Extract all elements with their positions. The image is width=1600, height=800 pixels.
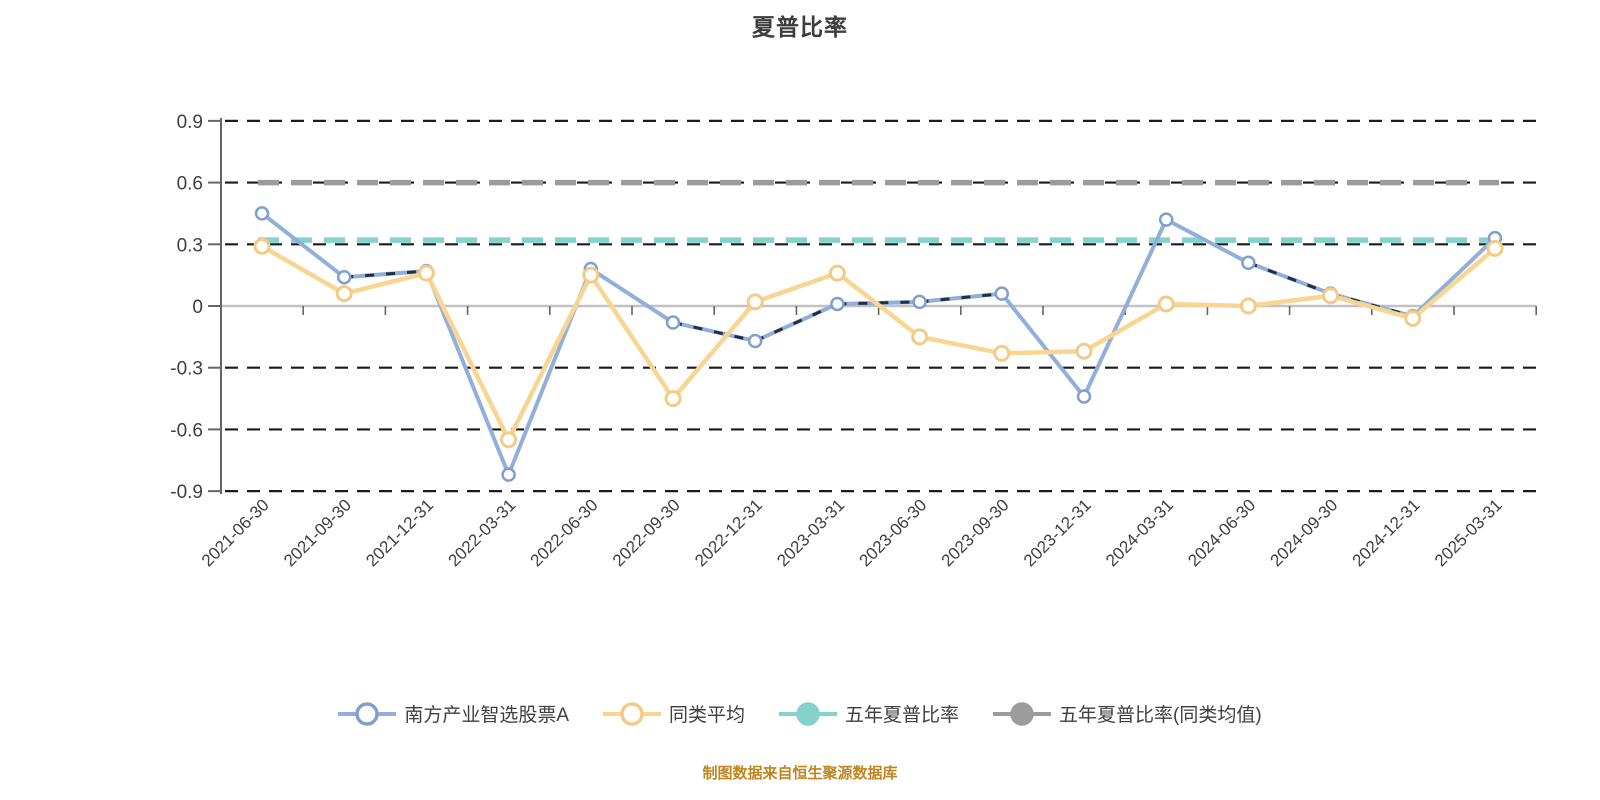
data-point-fund-a bbox=[1076, 389, 1092, 404]
x-axis-label: 2024-12-31 bbox=[1349, 495, 1424, 570]
x-axis-label: 2023-03-31 bbox=[773, 495, 848, 570]
line-circle-marker-icon bbox=[779, 701, 838, 726]
x-axis-label: 2022-03-31 bbox=[444, 495, 519, 570]
data-point-category-average bbox=[1404, 309, 1422, 327]
series-line-fund-a bbox=[260, 211, 1497, 477]
chart-legend: 南方产业智选股票A 同类平均 五年夏普比率 五年夏普比率(同类均值) bbox=[0, 700, 1600, 727]
y-axis-label: 0 bbox=[192, 297, 203, 318]
data-point-category-average bbox=[746, 293, 764, 311]
x-axis-label: 2022-06-30 bbox=[527, 495, 602, 570]
data-point-fund-a bbox=[665, 315, 681, 330]
line-circle-marker-icon bbox=[603, 701, 661, 726]
data-point-category-average bbox=[417, 264, 435, 282]
data-point-fund-a bbox=[912, 294, 927, 310]
data-point-category-average bbox=[253, 237, 271, 255]
data-point-fund-a bbox=[994, 286, 1010, 301]
series-line-fund-a-dash-overlay bbox=[754, 302, 839, 343]
data-point-category-average bbox=[828, 264, 846, 282]
x-axis-label: 2021-06-30 bbox=[198, 495, 273, 570]
legend-item-5y-sharpe-category[interactable]: 五年夏普比率(同类均值) bbox=[993, 700, 1262, 727]
x-axis-label: 2025-03-31 bbox=[1431, 495, 1506, 570]
data-point-category-average bbox=[1157, 295, 1175, 313]
data-point-fund-a bbox=[1241, 255, 1256, 271]
legend-item-fund-a[interactable]: 南方产业智选股票A bbox=[338, 700, 569, 727]
data-point-category-average bbox=[1486, 239, 1504, 257]
x-axis-label: 2022-12-31 bbox=[691, 495, 766, 570]
data-point-fund-a bbox=[1158, 212, 1174, 227]
y-axis-label: -0.9 bbox=[170, 482, 203, 503]
series-line-fund-a-dash-overlay bbox=[344, 269, 427, 279]
legend-item-5y-sharpe[interactable]: 五年夏普比率 bbox=[779, 700, 959, 727]
data-point-fund-a bbox=[254, 206, 270, 221]
data-point-category-average bbox=[335, 285, 353, 303]
y-axis-label: 0.3 bbox=[177, 235, 203, 256]
legend-item-label: 五年夏普比率 bbox=[845, 705, 960, 726]
data-point-category-average bbox=[582, 266, 600, 284]
x-axis-label: 2023-12-31 bbox=[1020, 495, 1095, 570]
x-axis-label: 2024-03-31 bbox=[1102, 495, 1177, 570]
line-circle-marker-icon bbox=[338, 701, 397, 726]
legend-item-label: 五年夏普比率(同类均值) bbox=[1059, 705, 1262, 726]
data-point-fund-a bbox=[336, 269, 352, 285]
x-axis-label: 2021-12-31 bbox=[362, 495, 437, 570]
series-line-fund-a-dash-overlay bbox=[837, 300, 920, 306]
series-line-fund-a-dash-overlay bbox=[1247, 261, 1332, 296]
chart-title: 夏普比率 bbox=[752, 14, 848, 40]
series-line-fund-a-dash-overlay bbox=[919, 292, 1002, 304]
legend-item-label: 南方产业智选股票A bbox=[404, 705, 569, 726]
data-point-category-average bbox=[1075, 342, 1093, 360]
data-point-category-average bbox=[993, 344, 1011, 362]
data-point-category-average bbox=[1239, 297, 1257, 315]
data-point-category-average bbox=[500, 431, 518, 449]
x-axis-label: 2023-06-30 bbox=[855, 495, 930, 570]
legend-item-category-average[interactable]: 同类平均 bbox=[603, 700, 745, 727]
x-axis-label: 2024-06-30 bbox=[1184, 495, 1259, 570]
data-point-fund-a bbox=[830, 296, 845, 312]
data-source-note: 制图数据来自恒生聚源数据库 bbox=[702, 765, 898, 782]
x-axis-label: 2021-09-30 bbox=[280, 495, 355, 570]
data-point-category-average bbox=[1322, 287, 1340, 305]
legend-item-label: 同类平均 bbox=[669, 705, 746, 726]
series-line-fund-a-dash-overlay bbox=[672, 320, 756, 343]
x-axis-label: 2024-09-30 bbox=[1266, 495, 1341, 570]
y-axis-label: -0.3 bbox=[170, 359, 203, 380]
y-axis-label: 0.6 bbox=[177, 174, 203, 195]
x-axis-label: 2022-09-30 bbox=[609, 495, 684, 570]
data-point-fund-a bbox=[501, 467, 516, 482]
series-line-category-average bbox=[259, 244, 1498, 442]
y-axis-label: 0.9 bbox=[177, 112, 203, 133]
line-circle-marker-icon bbox=[993, 701, 1052, 726]
data-point-category-average bbox=[664, 390, 682, 408]
data-point-category-average bbox=[911, 328, 929, 346]
data-point-fund-a bbox=[747, 333, 763, 349]
y-axis-label: -0.6 bbox=[170, 420, 203, 441]
x-axis-label: 2023-09-30 bbox=[938, 495, 1013, 570]
